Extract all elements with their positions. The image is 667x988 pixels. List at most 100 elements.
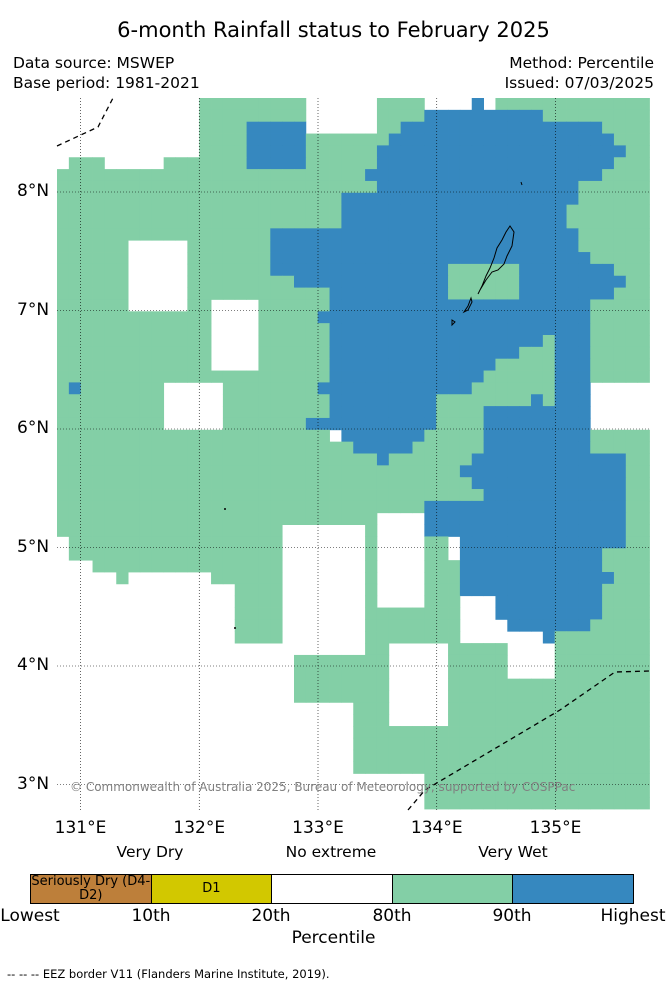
very-wet-cell bbox=[424, 335, 437, 348]
wet-cell bbox=[116, 346, 129, 360]
very-wet-cell bbox=[578, 619, 591, 632]
wet-cell bbox=[246, 216, 259, 229]
very-wet-cell bbox=[294, 121, 307, 134]
wet-cell bbox=[151, 204, 165, 217]
very-wet-cell bbox=[341, 252, 354, 265]
very-wet-cell bbox=[376, 382, 390, 395]
wet-cell bbox=[80, 204, 93, 217]
wet-cell bbox=[104, 204, 117, 217]
wet-cell bbox=[80, 512, 93, 525]
wet-cell bbox=[637, 370, 650, 383]
wet-cell bbox=[222, 406, 236, 419]
very-wet-cell bbox=[507, 524, 520, 537]
wet-cell bbox=[128, 524, 141, 537]
wet-cell bbox=[163, 157, 176, 170]
wet-cell bbox=[234, 572, 247, 585]
very-wet-cell bbox=[424, 192, 437, 206]
very-wet-cell bbox=[495, 417, 508, 431]
very-wet-cell bbox=[246, 121, 259, 134]
wet-cell bbox=[602, 785, 615, 798]
very-wet-cell bbox=[412, 323, 425, 336]
very-wet-cell bbox=[531, 583, 544, 597]
very-wet-cell bbox=[519, 169, 532, 182]
wet-cell bbox=[637, 726, 650, 739]
wet-cell bbox=[187, 180, 200, 194]
wet-cell bbox=[495, 643, 508, 656]
very-wet-cell bbox=[388, 287, 402, 300]
wet-cell bbox=[199, 346, 212, 360]
wet-cell bbox=[139, 382, 153, 395]
wet-cell bbox=[270, 275, 283, 288]
very-wet-cell bbox=[483, 169, 496, 182]
wet-cell bbox=[365, 749, 378, 762]
wet-cell bbox=[531, 726, 544, 739]
wet-cell bbox=[625, 572, 639, 585]
very-wet-cell bbox=[578, 287, 591, 300]
wet-cell bbox=[128, 453, 141, 466]
wet-cell bbox=[400, 109, 413, 123]
wet-cell bbox=[412, 737, 425, 751]
wet-cell bbox=[270, 358, 283, 371]
wet-cell bbox=[471, 785, 484, 798]
wet-cell bbox=[57, 169, 70, 182]
wet-cell bbox=[483, 761, 496, 774]
wet-cell bbox=[554, 761, 567, 774]
wet-cell bbox=[270, 169, 283, 182]
very-wet-cell bbox=[436, 121, 449, 134]
wet-cell bbox=[68, 346, 82, 360]
very-wet-cell bbox=[554, 500, 567, 514]
wet-cell bbox=[234, 287, 247, 300]
very-wet-cell bbox=[436, 323, 449, 336]
very-wet-cell bbox=[246, 145, 259, 158]
wet-cell bbox=[400, 631, 413, 644]
very-wet-cell bbox=[531, 619, 544, 632]
wet-cell bbox=[625, 275, 639, 288]
wet-cell bbox=[365, 737, 378, 751]
wet-cell bbox=[68, 192, 82, 206]
wet-cell bbox=[116, 275, 129, 288]
wet-cell bbox=[625, 204, 639, 217]
latitude-tick-label: 7°N bbox=[17, 299, 50, 320]
wet-cell bbox=[412, 607, 425, 620]
very-wet-cell bbox=[353, 417, 366, 431]
very-wet-cell bbox=[282, 133, 295, 146]
very-wet-cell bbox=[566, 133, 579, 146]
very-wet-cell bbox=[602, 263, 615, 277]
very-wet-cell bbox=[542, 228, 556, 241]
very-wet-cell bbox=[483, 583, 496, 597]
wet-cell bbox=[258, 311, 271, 324]
wet-cell bbox=[566, 98, 579, 111]
wet-cell bbox=[92, 394, 105, 407]
very-wet-cell bbox=[495, 180, 508, 194]
wet-cell bbox=[353, 690, 366, 703]
very-wet-cell bbox=[519, 429, 532, 443]
very-wet-cell bbox=[412, 346, 425, 360]
wet-cell bbox=[104, 417, 117, 431]
very-wet-cell bbox=[448, 133, 461, 146]
very-wet-cell bbox=[590, 263, 603, 277]
very-wet-cell bbox=[554, 275, 567, 288]
wet-cell bbox=[92, 417, 105, 431]
very-wet-cell bbox=[578, 560, 591, 573]
very-wet-cell bbox=[578, 489, 591, 502]
category-very-dry: Very Dry bbox=[116, 843, 184, 861]
wet-cell bbox=[294, 417, 307, 431]
wet-cell bbox=[92, 335, 105, 348]
wet-cell bbox=[317, 335, 330, 348]
very-wet-cell bbox=[448, 109, 461, 123]
very-wet-cell bbox=[483, 572, 496, 585]
wet-cell bbox=[199, 216, 212, 229]
wet-cell bbox=[637, 169, 650, 182]
very-wet-cell bbox=[436, 228, 449, 241]
wet-cell bbox=[531, 761, 544, 774]
wet-cell bbox=[317, 169, 330, 182]
wet-cell bbox=[80, 157, 93, 170]
wet-cell bbox=[104, 382, 117, 395]
very-wet-cell bbox=[471, 477, 484, 490]
wet-cell bbox=[175, 536, 188, 549]
very-wet-cell bbox=[566, 335, 579, 348]
wet-cell bbox=[542, 335, 556, 348]
very-wet-cell bbox=[329, 394, 342, 407]
very-wet-cell bbox=[353, 429, 366, 443]
wet-cell bbox=[578, 180, 591, 194]
